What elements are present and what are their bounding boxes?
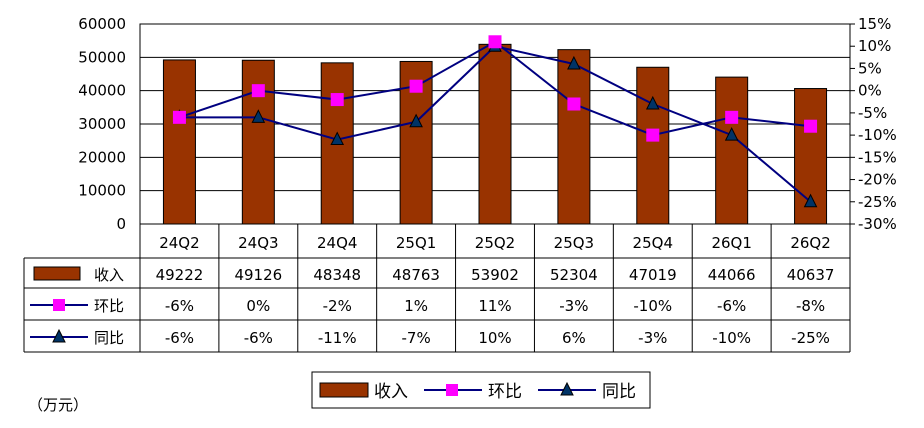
category-label: 26Q2 bbox=[790, 234, 830, 252]
mom-value-label: 1% bbox=[404, 297, 428, 315]
revenue-value-label: 44066 bbox=[708, 266, 756, 284]
y-right-tick-label: -5% bbox=[858, 104, 887, 122]
revenue-row-name: 收入 bbox=[94, 266, 124, 284]
y-right-tick-label: 5% bbox=[858, 59, 882, 77]
yoy-value-label: -6% bbox=[165, 329, 194, 347]
category-label: 26Q1 bbox=[711, 234, 751, 252]
yoy-table-key-marker bbox=[52, 328, 66, 343]
legend-mom-label: 环比 bbox=[488, 382, 522, 402]
unit-note: （万元） bbox=[28, 396, 89, 414]
category-label: 24Q3 bbox=[238, 234, 278, 252]
y-right-tick-label: 0% bbox=[858, 82, 882, 100]
legend: 收入 环比 同比 bbox=[311, 371, 651, 409]
category-label: 25Q1 bbox=[396, 234, 436, 252]
yoy-value-label: -3% bbox=[638, 329, 667, 347]
y-left-tick-label: 50000 bbox=[78, 48, 126, 66]
yoy-point bbox=[645, 95, 660, 110]
yoy-value-label: -11% bbox=[318, 329, 357, 347]
yoy-value-label: 10% bbox=[478, 329, 511, 347]
yoy-value-label: -7% bbox=[402, 329, 431, 347]
category-label: 25Q3 bbox=[554, 234, 594, 252]
yoy-point bbox=[724, 126, 739, 141]
y-left-tick-label: 40000 bbox=[78, 82, 126, 100]
yoy-point bbox=[330, 131, 345, 146]
mom-value-label: -2% bbox=[323, 297, 352, 315]
yoy-value-label: 6% bbox=[562, 329, 586, 347]
y-right-tick-label: -30% bbox=[858, 215, 897, 233]
revenue-value-label: 49222 bbox=[156, 266, 204, 284]
mom-point bbox=[804, 119, 818, 133]
revenue-value-label: 48348 bbox=[313, 266, 361, 284]
revenue-value-label: 49126 bbox=[234, 266, 282, 284]
yoy-point bbox=[567, 55, 581, 70]
category-label: 24Q2 bbox=[159, 234, 199, 252]
mom-value-label: -10% bbox=[633, 297, 672, 315]
revenue-value-label: 48763 bbox=[392, 266, 440, 284]
legend-revenue-label: 收入 bbox=[374, 382, 408, 402]
category-label: 25Q4 bbox=[633, 234, 673, 252]
revenue-bar bbox=[557, 49, 591, 225]
y-right-tick-label: -10% bbox=[858, 126, 897, 144]
mom-point bbox=[488, 35, 502, 49]
yoy-point bbox=[251, 109, 266, 123]
mom-value-label: -3% bbox=[559, 297, 588, 315]
yoy-row-name: 同比 bbox=[94, 329, 124, 347]
yoy-point bbox=[409, 113, 423, 128]
y-right-tick-label: 15% bbox=[858, 15, 891, 33]
legend-yoy-label: 同比 bbox=[602, 382, 636, 402]
mom-value-label: 0% bbox=[246, 297, 270, 315]
revenue-bar bbox=[162, 59, 196, 225]
y-right-tick-label: 10% bbox=[858, 37, 891, 55]
mom-value-label: -6% bbox=[717, 297, 746, 315]
y-left-tick-label: 20000 bbox=[78, 148, 126, 166]
mom-point bbox=[725, 110, 739, 124]
mom-point bbox=[567, 97, 581, 111]
y-right-tick-label: -20% bbox=[858, 171, 897, 189]
revenue-bar bbox=[715, 76, 749, 225]
y-left-tick-label: 10000 bbox=[78, 182, 126, 200]
revenue-value-label: 40637 bbox=[787, 266, 835, 284]
y-left-tick-label: 0 bbox=[116, 215, 126, 233]
yoy-value-label: -25% bbox=[791, 329, 830, 347]
y-left-tick-label: 30000 bbox=[78, 115, 126, 133]
legend-yoy-marker bbox=[560, 381, 574, 396]
mom-table-key-marker bbox=[53, 299, 65, 311]
y-right-tick-label: -15% bbox=[858, 148, 897, 166]
yoy-point bbox=[803, 193, 818, 208]
revenue-table-key bbox=[33, 266, 81, 281]
legend-mom-marker bbox=[446, 384, 458, 396]
mom-value-label: -8% bbox=[796, 297, 825, 315]
yoy-value-label: -10% bbox=[712, 329, 751, 347]
revenue-value-label: 47019 bbox=[629, 266, 677, 284]
mom-row-name: 环比 bbox=[94, 297, 124, 315]
y-right-tick-label: -25% bbox=[858, 193, 897, 211]
y-left-tick-label: 60000 bbox=[78, 15, 126, 33]
revenue-bar bbox=[636, 66, 670, 225]
mom-point bbox=[646, 128, 660, 142]
mom-point bbox=[330, 93, 344, 107]
mom-point bbox=[409, 79, 423, 93]
mom-point bbox=[172, 110, 186, 124]
revenue-bar bbox=[478, 43, 512, 225]
yoy-value-label: -6% bbox=[244, 329, 273, 347]
category-label: 24Q4 bbox=[317, 234, 357, 252]
mom-point bbox=[251, 84, 265, 98]
legend-revenue-swatch bbox=[319, 382, 369, 398]
category-label: 25Q2 bbox=[475, 234, 515, 252]
mom-value-label: -6% bbox=[165, 297, 194, 315]
mom-value-label: 11% bbox=[478, 297, 511, 315]
revenue-value-label: 53902 bbox=[471, 266, 519, 284]
revenue-value-label: 52304 bbox=[550, 266, 598, 284]
